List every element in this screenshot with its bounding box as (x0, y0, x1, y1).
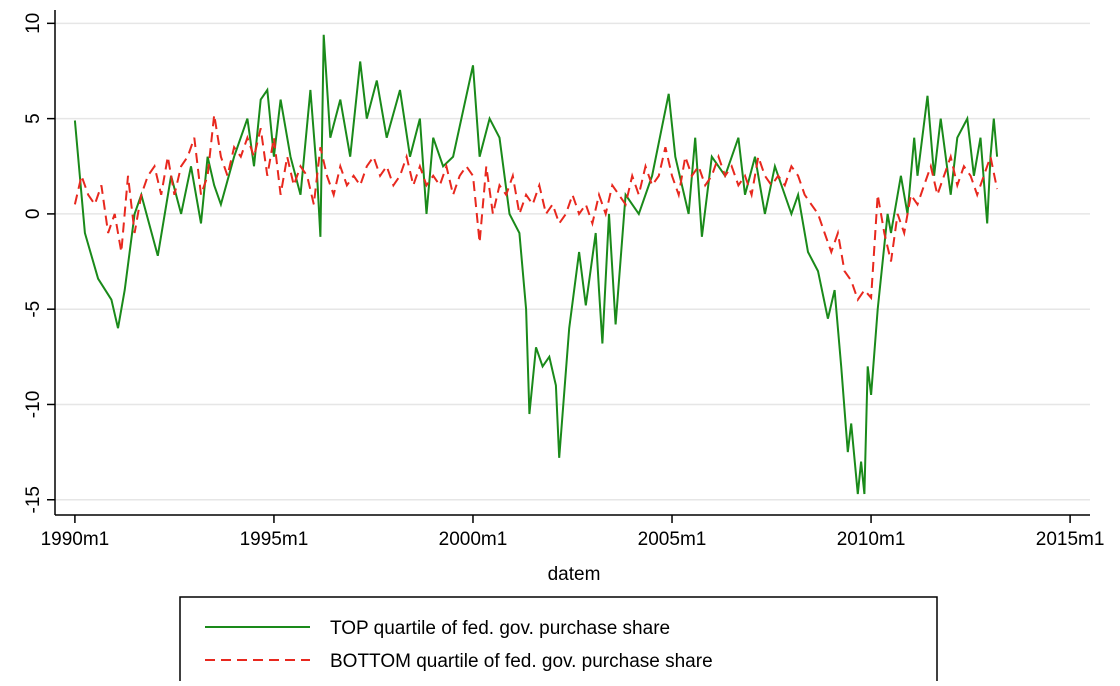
y-tick-label: 10 (23, 13, 44, 34)
legend-box (179, 596, 938, 686)
y-tick-label: -5 (23, 301, 44, 318)
x-tick-label: 2010m1 (837, 529, 906, 550)
x-tick-label: 1990m1 (41, 529, 110, 550)
series-line (73, 34, 999, 495)
y-tick-label: 5 (23, 113, 44, 124)
x-tick-label: 1995m1 (240, 529, 309, 550)
x-axis-label: datem (548, 564, 601, 585)
x-tick-label: 2015m1 (1036, 529, 1105, 550)
series-line (73, 114, 999, 302)
y-tick-label: -15 (23, 486, 44, 513)
x-tick-label: 2005m1 (638, 529, 707, 550)
legend-label: BOTTOM quartile of fed. gov. purchase sh… (330, 651, 713, 672)
legend-label: TOP quartile of fed. gov. purchase share (330, 618, 670, 639)
y-tick-label: -10 (23, 391, 44, 418)
y-tick-label: 0 (23, 209, 44, 220)
x-tick-label: 2000m1 (439, 529, 508, 550)
